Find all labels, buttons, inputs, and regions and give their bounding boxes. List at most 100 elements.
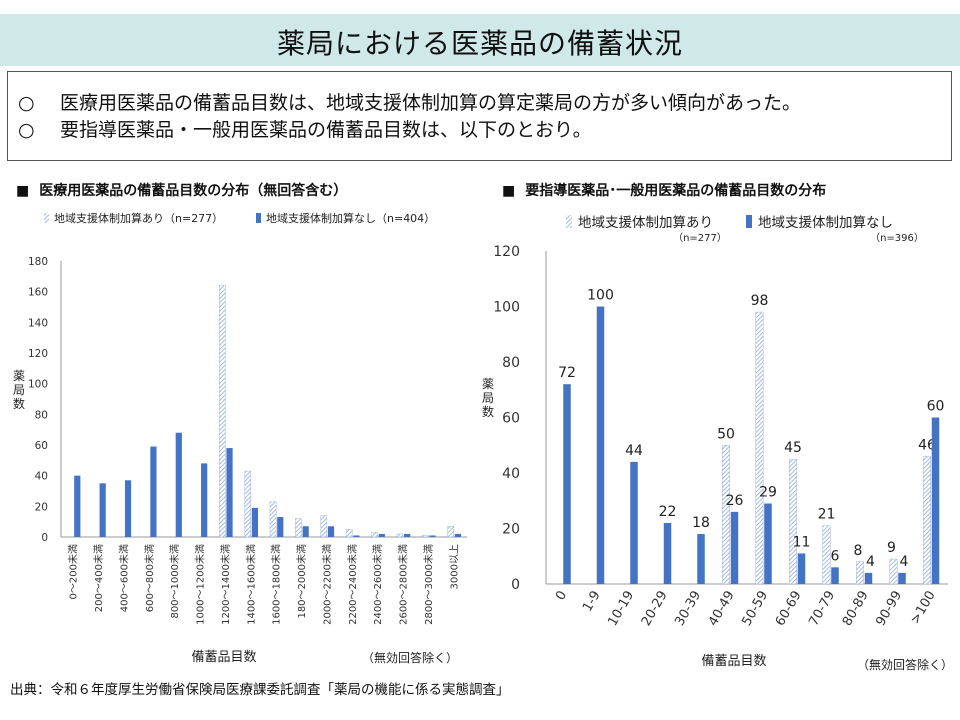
bar-hatch bbox=[447, 526, 455, 538]
data-label: 44 bbox=[625, 443, 643, 459]
title-square-mark: ■ bbox=[16, 183, 30, 199]
data-label: 100 bbox=[587, 288, 614, 304]
legend-n-label: （n=396） bbox=[870, 232, 924, 244]
y-tick-label: 160 bbox=[28, 287, 48, 299]
data-label: 18 bbox=[692, 515, 710, 531]
bullet-mark: ○ bbox=[18, 119, 35, 141]
x-tick-label: 2800～3000未満 bbox=[423, 544, 435, 625]
x-tick-label: 200～400未満 bbox=[93, 544, 105, 612]
bar-solid bbox=[454, 533, 462, 537]
y-tick-label: 60 bbox=[35, 440, 48, 452]
data-label: 6 bbox=[831, 548, 840, 564]
bar-hatch bbox=[396, 533, 404, 538]
bar-solid bbox=[898, 572, 906, 584]
y-tick-label: 60 bbox=[502, 411, 520, 427]
bar-solid bbox=[378, 533, 385, 537]
y-tick-label: 20 bbox=[502, 522, 520, 538]
legend-swatch-solid bbox=[746, 215, 752, 228]
bar-solid bbox=[797, 553, 806, 584]
x-tick-label: 1600～1800未満 bbox=[271, 544, 283, 625]
x-tick-label: 600～800未満 bbox=[144, 544, 156, 612]
data-label: 60 bbox=[927, 399, 945, 415]
legend-label: 地域支援体制加算なし（n=404） bbox=[266, 211, 435, 225]
bar-solid bbox=[429, 535, 436, 537]
bar-solid bbox=[764, 503, 772, 584]
data-label: 46 bbox=[918, 437, 936, 453]
y-tick-label: 40 bbox=[35, 471, 48, 483]
data-label: 11 bbox=[793, 534, 811, 550]
bar-hatch bbox=[722, 445, 730, 585]
bar-solid bbox=[226, 448, 233, 537]
data-label: 98 bbox=[751, 293, 769, 309]
legend-swatch-hatch bbox=[566, 215, 572, 228]
x-tick-label: 180～2000未満 bbox=[296, 544, 308, 619]
bar-solid bbox=[663, 522, 672, 584]
y-tick-label: 140 bbox=[28, 317, 48, 329]
legend-swatch-hatch bbox=[44, 213, 49, 223]
x-tick-label: 1400～1600未満 bbox=[245, 544, 257, 625]
bar-solid bbox=[931, 417, 940, 584]
exclusion-note: （無効回答除く） bbox=[362, 650, 458, 665]
legend-label: 地域支援体制加算なし bbox=[758, 215, 893, 231]
data-label: 9 bbox=[887, 540, 896, 556]
x-tick-label: 80-89 bbox=[840, 589, 872, 629]
y-tick-label: 20 bbox=[35, 501, 48, 513]
x-tick-label: 60-69 bbox=[773, 589, 805, 629]
legend-n-label: （n=277） bbox=[673, 232, 727, 244]
bar-hatch bbox=[320, 515, 328, 538]
x-tick-label: 10-19 bbox=[605, 589, 637, 629]
bar-hatch bbox=[371, 532, 378, 538]
data-label: 29 bbox=[759, 485, 777, 501]
bar-solid bbox=[353, 535, 360, 537]
bar-solid bbox=[201, 463, 208, 537]
summary-bullet: ○ 医療用医薬品の備蓄品目数は、地域支援体制加算の算定薬局の方が多い傾向があった。 bbox=[18, 88, 801, 115]
title-bar bbox=[0, 14, 960, 66]
x-tick-label: 400～600未満 bbox=[118, 544, 130, 612]
x-tick-label: 90-99 bbox=[873, 589, 905, 629]
x-tick-label: 40-49 bbox=[706, 589, 738, 629]
bar-hatch bbox=[345, 529, 353, 538]
title-square-mark: ■ bbox=[502, 183, 516, 199]
x-tick-label: 20-29 bbox=[639, 589, 671, 629]
bar-solid bbox=[277, 517, 284, 537]
left-chart-title-text: 医療用医薬品の備蓄品目数の分布（無回答含む） bbox=[39, 183, 348, 199]
bar-hatch bbox=[422, 535, 429, 538]
bar-hatch bbox=[856, 561, 864, 585]
bar-solid bbox=[596, 306, 605, 584]
y-tick-label: 120 bbox=[493, 244, 520, 260]
data-label: 4 bbox=[866, 554, 875, 570]
summary-box: ○ 医療用医薬品の備蓄品目数は、地域支援体制加算の算定薬局の方が多い傾向があった。… bbox=[7, 71, 952, 161]
bar-solid bbox=[99, 483, 106, 537]
bar-solid bbox=[251, 507, 259, 537]
legend-label: 地域支援体制加算あり bbox=[578, 215, 713, 231]
y-tick-label: 40 bbox=[502, 466, 520, 482]
x-tick-label: 2400～2600未満 bbox=[372, 544, 384, 625]
bar-solid bbox=[150, 446, 157, 537]
bar-hatch bbox=[789, 458, 797, 585]
x-tick-label: 1-9 bbox=[580, 589, 604, 615]
y-tick-label: 0 bbox=[511, 577, 520, 593]
x-tick-label: 800～1000未満 bbox=[169, 544, 181, 619]
x-tick-label: 1000～1200未満 bbox=[195, 544, 207, 625]
bar-solid bbox=[175, 432, 182, 537]
y-tick-label: 180 bbox=[28, 256, 48, 268]
left-chart-title: ■ 医療用医薬品の備蓄品目数の分布（無回答含む） bbox=[16, 180, 347, 200]
right-chart-title-text: 要指導医薬品･一般用医薬品の備蓄品目数の分布 bbox=[525, 183, 827, 199]
y-tick-label: 100 bbox=[28, 379, 48, 391]
bar-hatch bbox=[244, 470, 252, 538]
y-tick-label: 120 bbox=[28, 348, 48, 360]
data-label: 72 bbox=[558, 365, 576, 381]
x-axis-label: 備蓄品目数 bbox=[191, 649, 256, 665]
y-tick-label: 80 bbox=[502, 355, 520, 371]
bar-solid bbox=[630, 461, 638, 584]
bar-hatch bbox=[755, 311, 764, 585]
bullet-text: 医療用医薬品の備蓄品目数は、地域支援体制加算の算定薬局の方が多い傾向があった。 bbox=[60, 92, 802, 114]
data-label: 26 bbox=[726, 493, 744, 509]
legend-label: 地域支援体制加算あり（n=277） bbox=[54, 211, 223, 225]
y-tick-label: 0 bbox=[41, 532, 48, 544]
exclusion-note: （無効回答除く） bbox=[857, 657, 953, 672]
bar-solid bbox=[563, 384, 571, 584]
bar-solid bbox=[302, 526, 309, 537]
y-axis-label: 薬局数 bbox=[482, 377, 494, 419]
